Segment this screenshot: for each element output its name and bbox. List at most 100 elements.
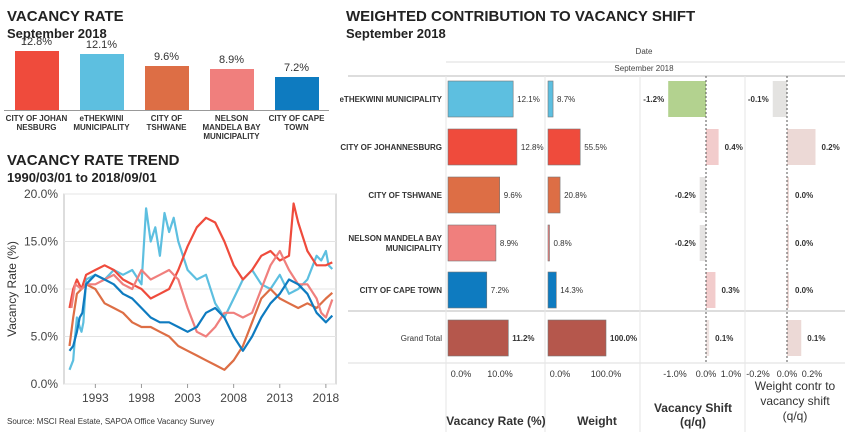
vacancy-bar-label: 12.8% <box>521 143 544 152</box>
vacancy-bar-label: 11.2% <box>512 334 534 343</box>
weight-bar <box>547 128 581 166</box>
axis-tick-label: 0.2% <box>802 369 823 379</box>
weight-axis-title: Weight <box>577 414 617 428</box>
row-label: Grand Total <box>401 334 442 343</box>
axis-tick-label: 0.0% <box>777 369 798 379</box>
vacancy-bar-label: 7.2% <box>491 286 509 295</box>
shift-bar <box>706 272 716 308</box>
y-tick-label: 5.0% <box>31 330 59 344</box>
row-label: CITY OF JOHANNESBURG <box>340 143 442 152</box>
shift-bar-label: 0.1% <box>715 334 733 343</box>
contr-bar-label: -0.1% <box>748 95 769 104</box>
vacancy-rate-subtitle: September 2018 <box>7 26 107 41</box>
shift-bar <box>699 177 706 213</box>
y-axis-title: Vacancy Rate (%) <box>5 241 19 337</box>
contr-bar-label: 0.0% <box>795 286 813 295</box>
shift-bar-label: 0.4% <box>725 143 743 152</box>
bar-value-label: 12.8% <box>20 35 53 48</box>
shift-axis-title-1: Vacancy Shift <box>654 401 732 415</box>
bar-value-label: 9.6% <box>153 50 180 63</box>
weight-bar <box>547 319 607 357</box>
vacancy-bar-label: 12.1% <box>517 95 540 104</box>
contr-axis-title-1: Weight contr to <box>755 379 836 393</box>
weight-bar-label: 20.8% <box>564 191 587 200</box>
vacancy-rate-title: VACANCY RATE <box>7 8 124 25</box>
bar <box>209 68 254 110</box>
bar-value-label: 12.1% <box>85 39 118 52</box>
axis-tick-label: 0.0% <box>451 369 472 379</box>
bar-category-label: eTHEKWINI MUNICIPALITY <box>73 114 130 132</box>
series-line-4 <box>70 249 334 338</box>
x-tick-label: 1993 <box>82 391 109 405</box>
weight-bar-label: 55.5% <box>584 143 607 152</box>
contr-bar-label: 0.0% <box>795 191 813 200</box>
contr-bar-label: 0.1% <box>807 334 825 343</box>
row-label: CITY OF CAPE TOWN <box>360 286 443 295</box>
vacancy-bar-label: 9.6% <box>504 191 522 200</box>
x-tick-label: 2008 <box>220 391 247 405</box>
x-tick-label: 2018 <box>313 391 340 405</box>
y-tick-label: 15.0% <box>24 235 58 249</box>
contr-bar <box>772 81 787 117</box>
vacancy-bar <box>447 176 500 214</box>
weight-bar <box>547 224 550 262</box>
shift-bar-label: -1.2% <box>643 95 664 104</box>
row-label: eTHEKWINI MUNICIPALITY <box>340 95 443 104</box>
vacancy-bar-label: 8.9% <box>500 239 518 248</box>
shift-bar-label: 0.3% <box>721 286 739 295</box>
series-line-2 <box>68 202 333 309</box>
axis-tick-label: 100.0% <box>591 369 622 379</box>
contr-bar-label: 0.0% <box>795 239 813 248</box>
y-tick-label: 0.0% <box>31 377 59 391</box>
axis-tick-label: 1.0% <box>721 369 742 379</box>
series-line-3 <box>68 283 334 371</box>
bar <box>274 76 319 110</box>
axis-tick-label: 10.0% <box>487 369 513 379</box>
bar <box>79 54 124 110</box>
contr-bar <box>787 320 802 356</box>
vacancy-bar <box>447 128 518 166</box>
weight-bar <box>547 176 561 214</box>
weight-bar-label: 14.3% <box>560 286 583 295</box>
bar <box>14 50 59 110</box>
contr-bar <box>787 129 816 165</box>
weighted-contribution-table: Date September 2018 eTHEKWINI MUNICIPALITY… <box>340 47 845 432</box>
row-label: NELSON MANDELA BAY MUNICIPALITY <box>348 234 442 253</box>
shift-bar <box>699 225 706 261</box>
vacancy-trend-subtitle: 1990/03/01 to 2018/09/01 <box>7 170 157 185</box>
weight-bar <box>547 80 554 118</box>
axis-tick-label: -1.0% <box>663 369 687 379</box>
shift-bar-label: -0.2% <box>675 239 696 248</box>
vacancy-rate-bar-chart: 12.8% CITY OF JOHAN NESBURG 12.1% eTHEKWINI… <box>0 36 330 150</box>
weight-bar-label: 100.0% <box>610 334 637 343</box>
x-tick-label: 2003 <box>174 391 201 405</box>
axis-tick-label: 0.0% <box>696 369 717 379</box>
contr-bar <box>787 177 789 213</box>
vacancy-axis-title: Vacancy Rate (%) <box>446 414 545 428</box>
weight-bar-label: 8.7% <box>557 95 575 104</box>
shift-bar <box>706 129 719 165</box>
vacancy-bar <box>447 80 514 118</box>
header-date: Date <box>636 47 653 56</box>
vacancy-bar <box>447 319 509 357</box>
weight-bar-label: 0.8% <box>554 239 572 248</box>
axis-tick-label: -0.2% <box>746 369 770 379</box>
source-note: Source: MSCI Real Estate, SAPOA Office V… <box>7 417 215 426</box>
vacancy-bar <box>447 271 488 309</box>
row-label: CITY OF TSHWANE <box>368 191 442 200</box>
bar-baseline <box>4 110 329 111</box>
x-tick-label: 2013 <box>266 391 293 405</box>
weighted-contribution-subtitle: September 2018 <box>346 26 446 41</box>
bar-category-label: CITY OF CAPE TOWN <box>268 114 325 132</box>
shift-bar <box>668 81 706 117</box>
shift-bar <box>706 320 710 356</box>
vacancy-bar <box>447 224 497 262</box>
weight-bar <box>547 271 557 309</box>
y-tick-label: 20.0% <box>24 187 58 201</box>
x-tick-label: 1998 <box>128 391 155 405</box>
contr-axis-title-2: vacancy shift <box>760 394 830 408</box>
bar-category-label: CITY OF TSHWANE <box>146 114 187 132</box>
contr-bar-label: 0.2% <box>822 143 840 152</box>
weighted-contribution-title: WEIGHTED CONTRIBUTION TO VACANCY SHIFT <box>346 8 696 25</box>
vacancy-trend-line-chart: 20.0% 15.0% 10.0% 5.0% 0.0% 1993 1998 2003 2008 2… <box>5 187 340 405</box>
